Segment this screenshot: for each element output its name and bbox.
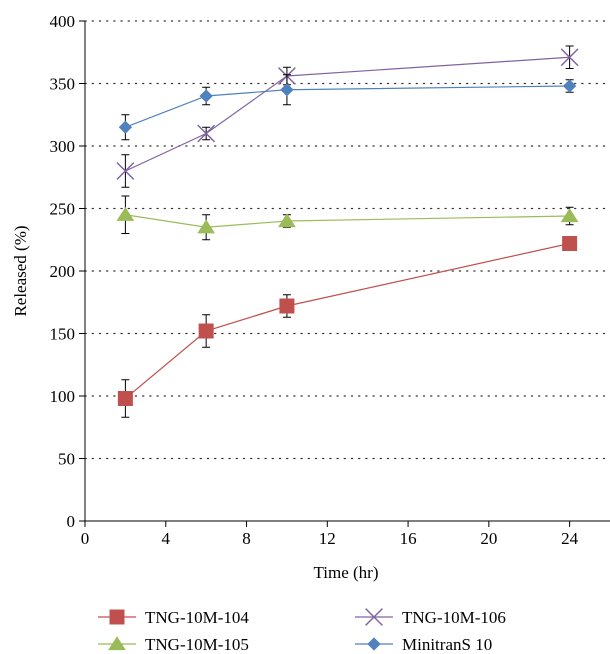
legend-marker <box>367 637 381 651</box>
x-axis-title: Time (hr) <box>313 563 378 582</box>
data-point <box>116 162 135 180</box>
series-line <box>125 214 570 228</box>
legend-label: TNG-10M-104 <box>145 608 249 627</box>
y-tick-label: 400 <box>50 12 76 31</box>
data-point <box>279 298 295 314</box>
y-tick-label: 350 <box>50 75 76 94</box>
legend-label: MinitranS 10 <box>402 635 492 654</box>
y-tick-label: 50 <box>58 450 75 469</box>
x-tick-label: 12 <box>319 529 336 548</box>
data-point <box>118 120 133 134</box>
data-point <box>560 48 579 67</box>
y-tick-label: 250 <box>50 200 76 219</box>
y-tick-label: 150 <box>50 325 76 344</box>
series-line <box>125 85 570 128</box>
legend-marker <box>109 609 125 625</box>
data-point <box>117 391 133 406</box>
y-tick-label: 100 <box>50 387 76 406</box>
data-point <box>197 219 216 234</box>
data-point <box>562 79 577 93</box>
legend-marker <box>365 608 383 626</box>
legend-item: TNG-10M-104 <box>98 608 249 627</box>
y-tick-label: 300 <box>50 137 76 156</box>
y-tick-label: 200 <box>50 262 76 281</box>
data-point <box>280 83 294 97</box>
grid <box>84 20 610 460</box>
data-point <box>198 323 214 339</box>
legend-label: TNG-10M-106 <box>402 608 506 627</box>
data-point <box>560 208 579 223</box>
data-point <box>562 236 578 251</box>
x-tick-label: 4 <box>162 529 171 548</box>
data-point <box>197 124 216 143</box>
legend-marker <box>108 636 126 651</box>
legend-item: TNG-10M-105 <box>98 635 249 654</box>
series-line <box>125 56 570 172</box>
legend-item: TNG-10M-106 <box>355 608 506 627</box>
legend-item: MinitranS 10 <box>355 635 492 654</box>
series-TNG-10M-106 <box>116 45 579 188</box>
y-axis-title: Released (%) <box>11 225 30 316</box>
series-TNG-10M-104 <box>117 236 578 418</box>
data-point <box>116 207 135 221</box>
series-TNG-10M-105 <box>116 195 579 241</box>
series-line <box>124 242 570 399</box>
y-tick-label: 0 <box>67 512 76 531</box>
series-MinitranS 10 <box>118 74 577 141</box>
data-point <box>199 89 213 103</box>
series-layer <box>116 45 579 418</box>
data-point <box>278 213 296 228</box>
x-tick-label: 0 <box>81 529 90 548</box>
x-tick-label: 8 <box>242 529 251 548</box>
x-tick-label: 16 <box>400 529 417 548</box>
axes: 0 50 100 150 200 250 300 350 400 0 4 8 12 16 20 24 <box>50 12 610 548</box>
x-tick-label: 20 <box>480 529 497 548</box>
legend-label: TNG-10M-105 <box>145 635 249 654</box>
x-tick-label: 24 <box>561 529 579 548</box>
legend: TNG-10M-104 TNG-10M-105 TNG-10M-106 Minitra… <box>98 608 506 654</box>
